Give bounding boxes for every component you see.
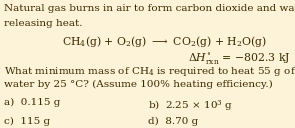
Text: $\Delta H^{\circ}_{\mathrm{rxn}}$ = $-$802.3 kJ: $\Delta H^{\circ}_{\mathrm{rxn}}$ = $-$8…	[188, 51, 291, 66]
Text: d)  8.70 g: d) 8.70 g	[148, 117, 198, 126]
Text: What minimum mass of CH$_4$ is required to heat 55 g of: What minimum mass of CH$_4$ is required …	[4, 65, 295, 78]
Text: releasing heat.: releasing heat.	[4, 19, 82, 28]
Text: c)  115 g: c) 115 g	[4, 117, 50, 126]
Text: CH$_4$(g) + O$_2$(g) $\longrightarrow$ CO$_2$(g) + H$_2$O(g): CH$_4$(g) + O$_2$(g) $\longrightarrow$ C…	[62, 34, 267, 49]
Text: a)  0.115 g: a) 0.115 g	[4, 98, 60, 107]
Text: water by 25 °C? (Assume 100% heating efficiency.): water by 25 °C? (Assume 100% heating eff…	[4, 80, 272, 89]
Text: Natural gas burns in air to form carbon dioxide and water,: Natural gas burns in air to form carbon …	[4, 4, 295, 13]
Text: b)  2.25 × 10$^3$ g: b) 2.25 × 10$^3$ g	[148, 98, 233, 113]
